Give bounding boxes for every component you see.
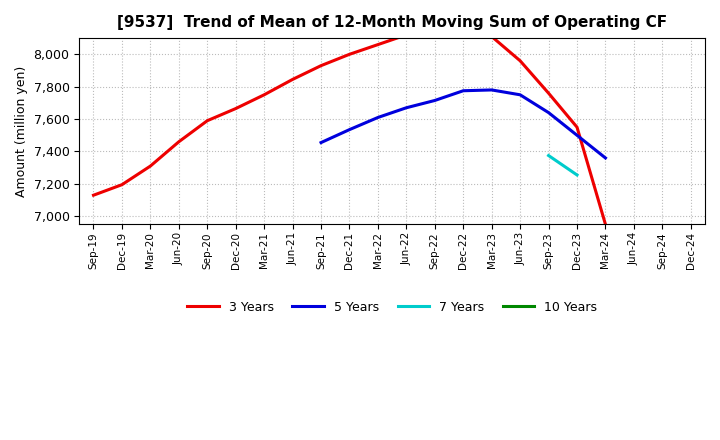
5 Years xyxy=(402,105,410,110)
5 Years xyxy=(601,155,610,161)
5 Years xyxy=(345,127,354,132)
Line: 3 Years: 3 Years xyxy=(94,18,606,224)
3 Years xyxy=(288,77,297,82)
3 Years xyxy=(459,15,467,21)
3 Years xyxy=(345,51,354,57)
Line: 5 Years: 5 Years xyxy=(321,90,606,158)
3 Years xyxy=(203,118,212,123)
5 Years xyxy=(572,132,581,138)
Line: 7 Years: 7 Years xyxy=(549,155,577,175)
5 Years xyxy=(431,98,439,103)
5 Years xyxy=(374,115,382,120)
5 Years xyxy=(544,110,553,115)
3 Years xyxy=(317,63,325,68)
Legend: 3 Years, 5 Years, 7 Years, 10 Years: 3 Years, 5 Years, 7 Years, 10 Years xyxy=(182,296,602,319)
3 Years xyxy=(174,139,183,144)
7 Years xyxy=(544,153,553,158)
3 Years xyxy=(89,193,98,198)
3 Years xyxy=(572,125,581,130)
3 Years xyxy=(601,222,610,227)
5 Years xyxy=(317,140,325,145)
3 Years xyxy=(117,182,126,187)
3 Years xyxy=(260,92,269,97)
3 Years xyxy=(487,34,496,39)
3 Years xyxy=(431,15,439,21)
Title: [9537]  Trend of Mean of 12-Month Moving Sum of Operating CF: [9537] Trend of Mean of 12-Month Moving … xyxy=(117,15,667,30)
3 Years xyxy=(544,91,553,96)
3 Years xyxy=(516,58,524,63)
3 Years xyxy=(231,106,240,111)
5 Years xyxy=(459,88,467,93)
3 Years xyxy=(402,32,410,37)
7 Years xyxy=(572,172,581,178)
5 Years xyxy=(487,87,496,92)
3 Years xyxy=(374,42,382,47)
Y-axis label: Amount (million yen): Amount (million yen) xyxy=(15,66,28,197)
5 Years xyxy=(516,92,524,97)
3 Years xyxy=(146,163,155,169)
